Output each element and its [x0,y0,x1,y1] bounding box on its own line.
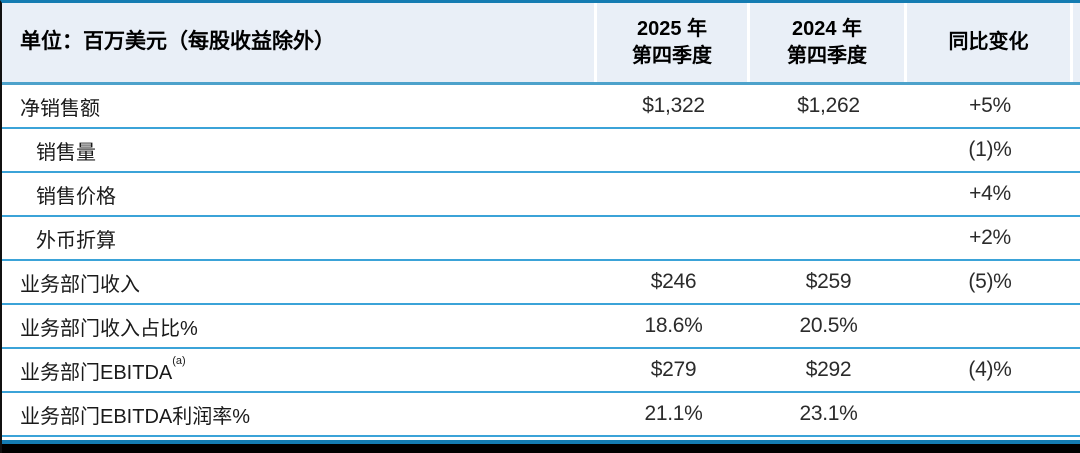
table-row-segment-income: 业务部门收入 $246 $259 (5)% [2,261,1080,305]
value-q4-2024: 23.1% [799,402,858,425]
row-label-text: 外币折算 [36,229,116,252]
value-q4-2025: $1,322 [642,94,705,117]
value-yoy-change: +5% [969,94,1011,117]
value-q4-2024: $292 [805,358,852,381]
table-row-segment-ebitda: 业务部门EBITDA(a) $279 $292 (4)% [2,349,1080,393]
column-header-line1: 2025 年 [636,17,708,40]
value-yoy-change: (4)% [968,358,1012,381]
value-yoy-change: (1)% [968,138,1012,161]
value-yoy-change: +2% [969,226,1011,249]
row-label: 销售量 [2,136,597,165]
row-label: 业务部门收入 [2,268,597,297]
footnote-superscript: (a) [172,354,186,367]
row-label-text: 业务部门收入 [20,273,140,296]
table-row-fx-translation: 外币折算 +2% [2,217,1080,261]
value-yoy-change: +4% [969,182,1011,205]
table-row-sales-price: 销售价格 +4% [2,173,1080,217]
column-header-yoy-change: 同比变化 [907,3,1073,82]
row-label: 业务部门收入占比% [2,312,597,341]
column-header-q4-2024: 2024 年 第四季度 [750,3,907,82]
row-label-text: 业务部门EBITDA利润率% [20,405,251,428]
row-label: 销售价格 [2,180,597,209]
column-header-line1: 2024 年 [791,17,863,40]
value-q4-2025: $246 [650,270,697,293]
column-header-line2: 第四季度 [787,44,867,67]
column-header-line2: 第四季度 [632,44,712,67]
table-row-sales-volume: 销售量 (1)% [2,129,1080,173]
row-label-text: 业务部门收入占比% [20,317,198,340]
row-label: 业务部门EBITDA(a) [2,354,597,385]
table-bottom-bar [2,440,1080,453]
row-label: 净销售额 [2,92,597,121]
unit-header-cell: 单位：百万美元（每股收益除外） [2,3,597,82]
column-header-line1: 同比变化 [948,31,1029,53]
table-row-segment-income-pct: 业务部门收入占比% 18.6% 20.5% [2,305,1080,349]
value-q4-2024: $1,262 [797,94,860,117]
header-spacer-cell [1073,3,1080,82]
value-q4-2025: 21.1% [644,402,703,425]
value-q4-2025: 18.6% [644,314,703,337]
row-label-text: 销售量 [36,141,96,164]
row-label-text: 净销售额 [20,97,100,120]
table-header-row: 单位：百万美元（每股收益除外） 2025 年 第四季度 2024 年 第四季度 … [2,3,1080,85]
row-label-text: 业务部门EBITDA [20,361,173,384]
table-row-net-sales: 净销售额 $1,322 $1,262 +5% [2,85,1080,129]
value-yoy-change: (5)% [968,270,1012,293]
table-row-segment-ebitda-margin: 业务部门EBITDA利润率% 21.1% 23.1% [2,393,1080,437]
value-q4-2024: $259 [805,270,852,293]
row-label: 外币折算 [2,224,597,253]
value-q4-2024: 20.5% [799,314,858,337]
column-header-q4-2025: 2025 年 第四季度 [597,3,750,82]
value-q4-2025: $279 [650,358,697,381]
row-label-text: 销售价格 [36,185,116,208]
unit-header-label: 单位：百万美元（每股收益除外） [20,30,335,54]
row-label: 业务部门EBITDA利润率% [2,400,597,429]
